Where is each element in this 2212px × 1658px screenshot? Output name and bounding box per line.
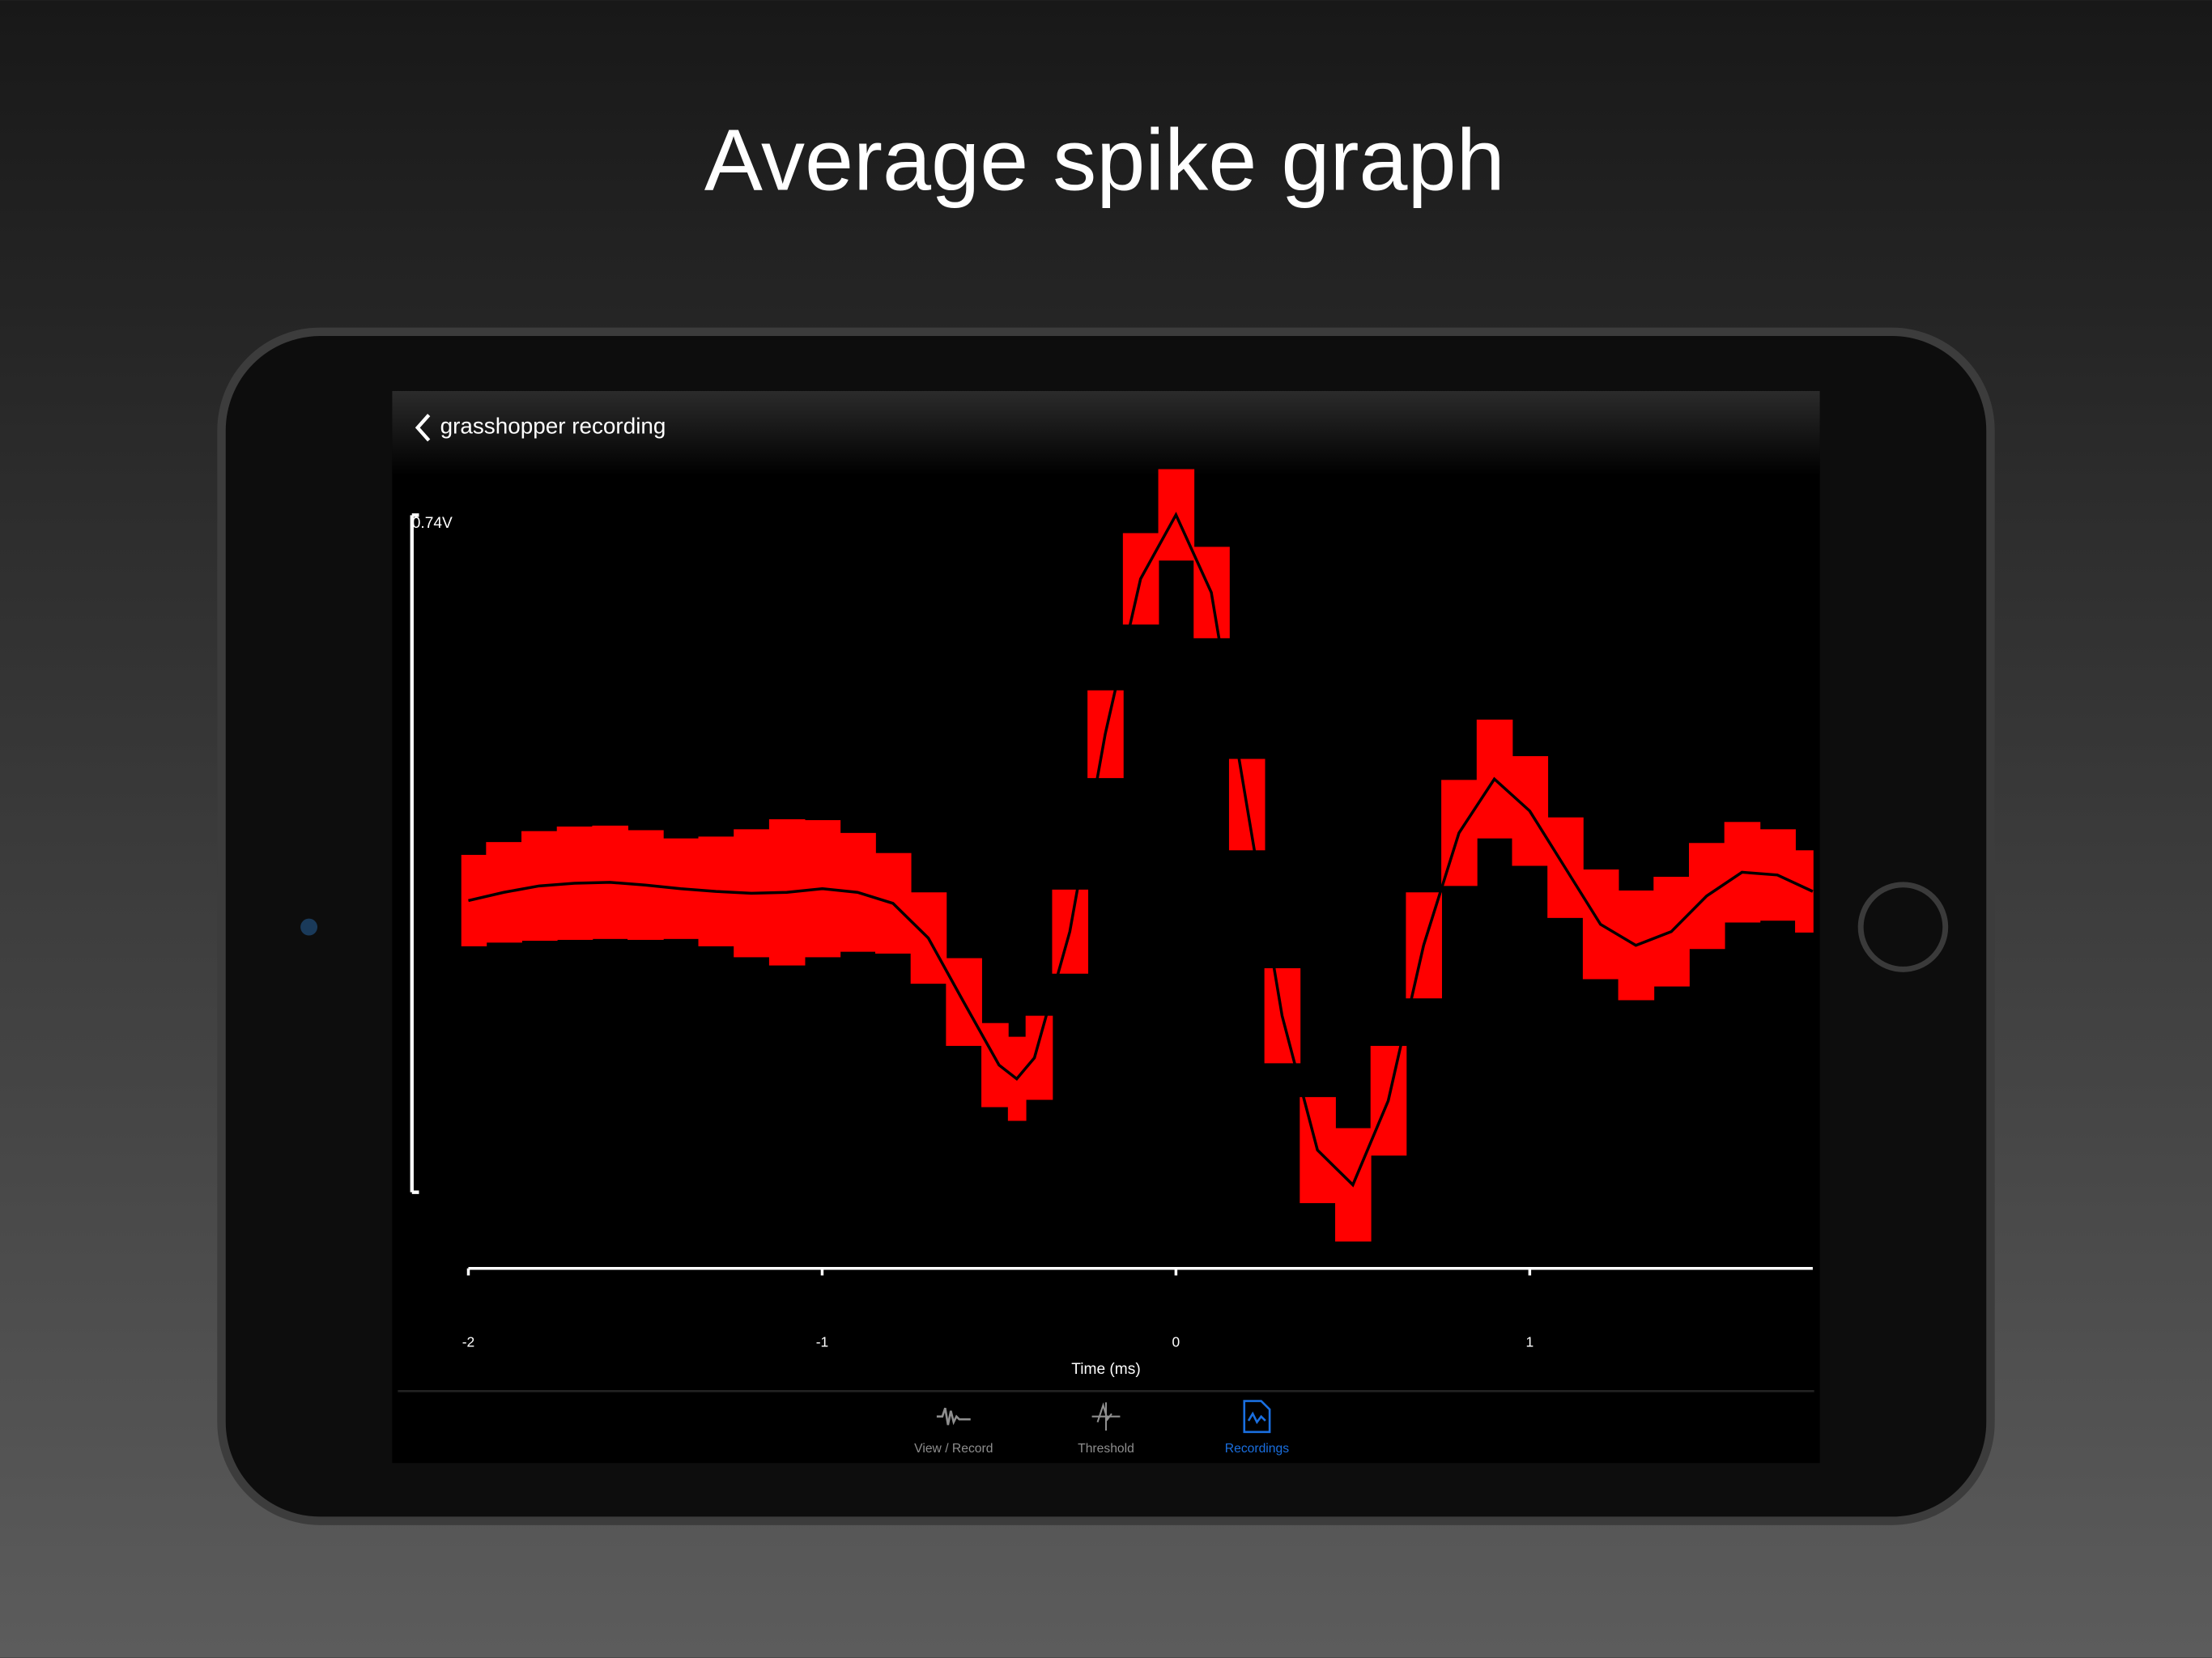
tab-label: Threshold xyxy=(1078,1442,1134,1456)
error-band xyxy=(1795,850,1814,933)
x-tick-label: -2 xyxy=(462,1334,474,1350)
nav-bar xyxy=(392,391,1820,476)
tab[interactable]: Recordings xyxy=(1225,1400,1289,1456)
back-label: grasshopper recording xyxy=(440,414,666,439)
tab-icon xyxy=(936,1407,971,1426)
x-tick-label: 0 xyxy=(1172,1334,1180,1350)
scale-bar xyxy=(410,513,419,1194)
page-title: Average spike graph xyxy=(704,110,1505,208)
plot: -2 -1 0 1 xyxy=(461,469,1814,1350)
back-button[interactable]: grasshopper recording xyxy=(415,414,666,442)
scale-label: 0.74V xyxy=(412,515,453,532)
x-tick-label: 1 xyxy=(1526,1334,1534,1350)
tab-label: View / Record xyxy=(914,1442,993,1456)
tab[interactable]: Threshold xyxy=(1078,1402,1134,1456)
x-tick-label: -1 xyxy=(816,1334,828,1350)
tab-icon xyxy=(1243,1400,1271,1434)
back-chevron xyxy=(415,414,431,442)
error-band xyxy=(1025,1015,1053,1100)
tab-bar: View / Record Threshold Recordings xyxy=(914,1400,1289,1456)
tab[interactable]: View / Record xyxy=(914,1407,993,1456)
tab-label: Recordings xyxy=(1225,1442,1289,1456)
error-band xyxy=(981,1022,1009,1107)
camera xyxy=(300,918,318,936)
x-axis-label: Time (ms) xyxy=(1071,1361,1140,1378)
home-button xyxy=(1857,882,1949,972)
tab-icon xyxy=(1091,1402,1121,1431)
mean-line xyxy=(468,512,1814,1188)
